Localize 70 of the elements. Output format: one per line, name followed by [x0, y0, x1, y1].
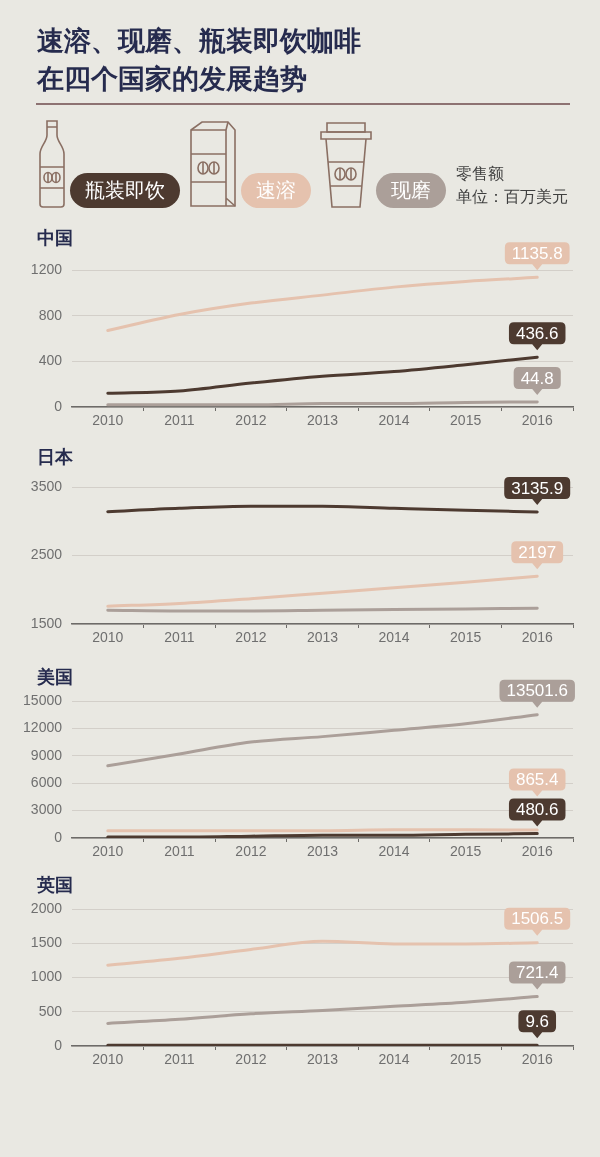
x-tick-label: 2016 — [521, 843, 553, 860]
x-tick-label: 2012 — [235, 1051, 267, 1068]
x-tick-label: 2013 — [306, 412, 339, 429]
line-series — [106, 574, 539, 608]
x-tick-label: 2011 — [164, 1051, 195, 1068]
x-tick-label: 2016 — [521, 629, 553, 646]
x-tick-label: 2015 — [450, 412, 482, 429]
x-tick-label: 2014 — [378, 412, 410, 429]
chart-title: 日本 — [37, 446, 73, 468]
y-tick-label: 1000 — [30, 968, 63, 985]
y-tick-label: 1200 — [30, 260, 63, 277]
y-tick-label: 6000 — [30, 774, 63, 791]
x-tick-label: 2014 — [378, 1051, 410, 1068]
x-tick-label: 2016 — [521, 1051, 553, 1068]
data-label: 44.8 — [520, 368, 554, 388]
data-label: 9.6 — [525, 1012, 550, 1032]
chart-title: 速溶、现磨、瓶装即饮咖啡在四个国家的发展趋势 — [37, 25, 362, 96]
data-label: 436.6 — [515, 323, 559, 343]
data-label: 2197 — [518, 542, 557, 562]
y-tick-label: 0 — [54, 1036, 63, 1053]
x-tick-label: 2011 — [164, 629, 195, 646]
y-tick-label: 0 — [54, 397, 63, 414]
text: 单位：百万美元 — [456, 187, 568, 207]
x-tick-label: 2010 — [92, 629, 124, 646]
y-tick-label: 1500 — [30, 614, 63, 631]
x-tick-label: 2012 — [235, 629, 267, 646]
text: 现磨 — [376, 173, 446, 208]
text: 瓶装即饮 — [70, 173, 180, 208]
y-tick-label: 12000 — [23, 719, 63, 736]
y-tick-label: 3500 — [30, 477, 63, 494]
x-tick-label: 2013 — [306, 1051, 339, 1068]
x-tick-label: 2011 — [164, 843, 195, 860]
line-series — [106, 713, 539, 768]
x-tick-label: 2010 — [92, 1051, 124, 1068]
x-tick-label: 2013 — [306, 843, 339, 860]
y-tick-label: 500 — [38, 1002, 63, 1019]
y-tick-label: 1500 — [30, 934, 63, 951]
y-tick-label: 3000 — [30, 801, 63, 818]
x-tick-label: 2010 — [92, 412, 124, 429]
x-tick-label: 2010 — [92, 843, 124, 860]
data-label: 1506.5 — [511, 909, 564, 929]
y-tick-label: 0 — [54, 828, 63, 845]
x-tick-label: 2016 — [521, 412, 553, 429]
y-tick-label: 800 — [38, 306, 63, 323]
x-tick-label: 2015 — [450, 843, 482, 860]
data-label: 3135.9 — [511, 478, 564, 498]
chart-title: 英国 — [37, 874, 73, 896]
data-label: 480.6 — [515, 800, 559, 820]
x-tick-label: 2011 — [164, 412, 195, 429]
y-tick-label: 9000 — [30, 746, 63, 763]
data-label: 13501.6 — [506, 681, 568, 701]
x-tick-label: 2012 — [235, 843, 267, 860]
y-tick-label: 15000 — [23, 691, 63, 708]
x-tick-label: 2013 — [306, 629, 339, 646]
x-tick-label: 2014 — [378, 629, 410, 646]
text: 速溶 — [241, 173, 311, 208]
x-tick-label: 2015 — [450, 629, 482, 646]
data-label: 865.4 — [515, 770, 559, 790]
chart-subtitle: 中国 — [37, 227, 73, 249]
y-tick-label: 400 — [38, 352, 63, 369]
data-label: 1135.8 — [511, 244, 563, 264]
line-series — [106, 939, 539, 967]
chart-title: 美国 — [37, 666, 73, 688]
y-tick-label: 2500 — [30, 546, 63, 563]
x-tick-label: 2012 — [235, 412, 267, 429]
text: 零售额 — [456, 164, 505, 184]
data-label: 721.4 — [515, 963, 559, 983]
x-tick-label: 2015 — [450, 1051, 482, 1068]
y-tick-label: 2000 — [30, 899, 63, 916]
x-tick-label: 2014 — [378, 843, 410, 860]
